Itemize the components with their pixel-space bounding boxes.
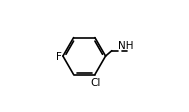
Text: NH: NH xyxy=(118,41,133,51)
Text: F: F xyxy=(56,52,62,61)
Text: Cl: Cl xyxy=(90,77,101,87)
